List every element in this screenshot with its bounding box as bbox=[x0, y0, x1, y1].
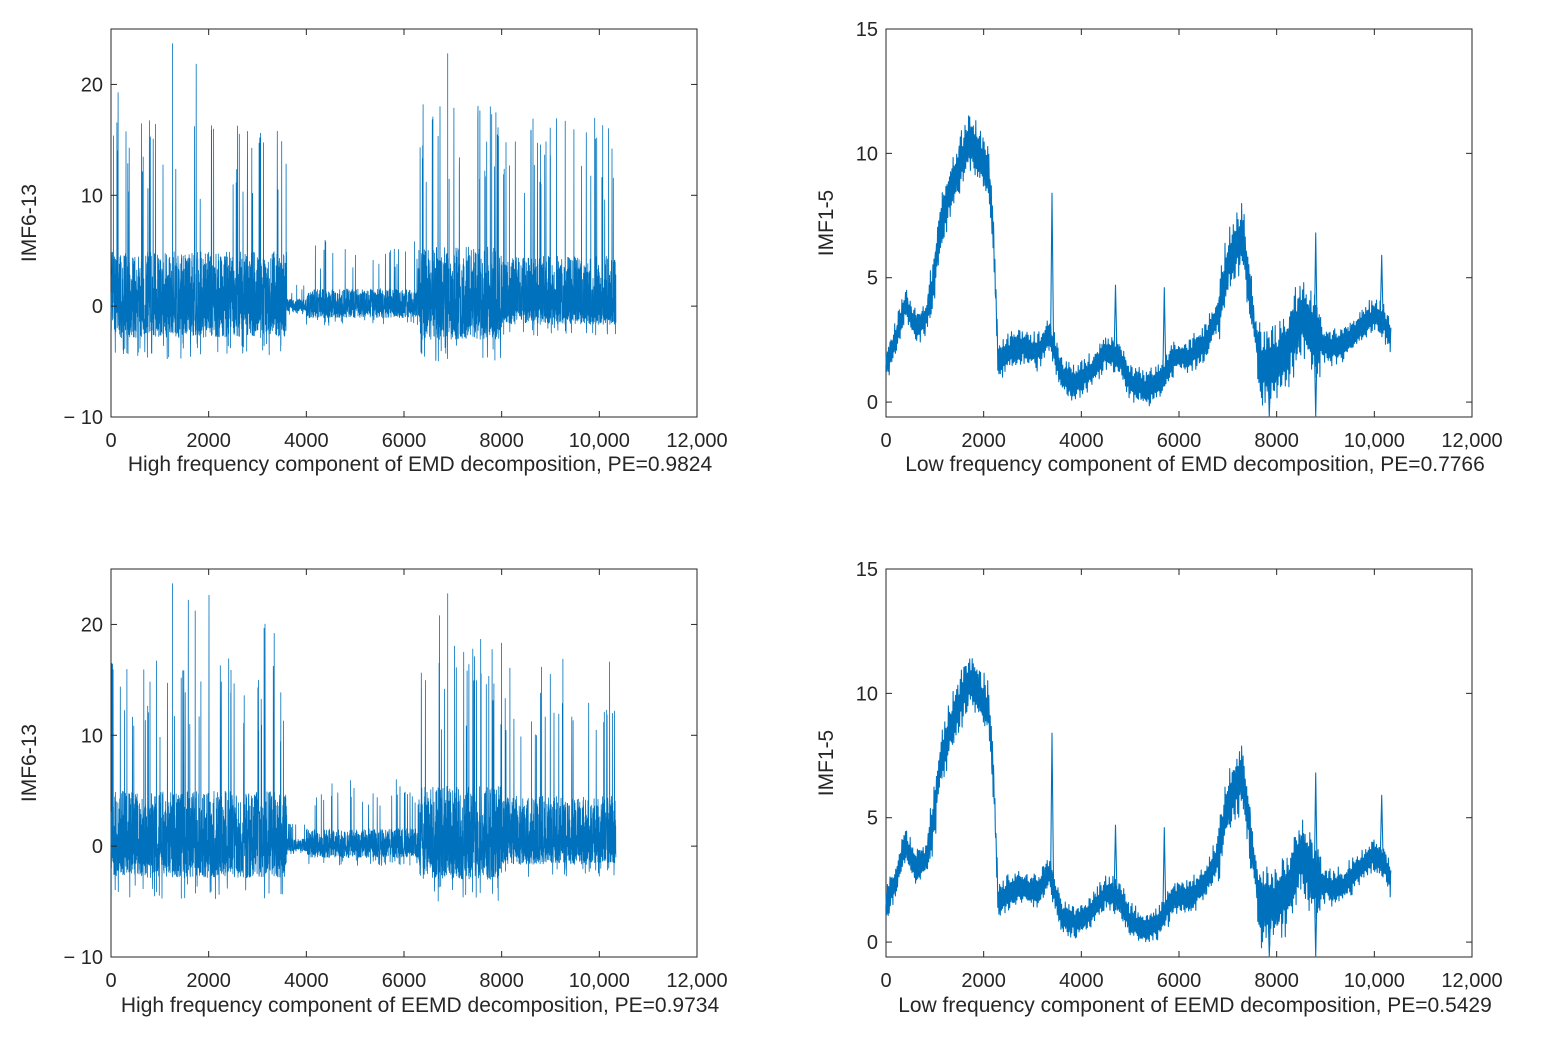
x-tick-label: 12,000 bbox=[1441, 970, 1502, 992]
x-tick-label: 10,000 bbox=[569, 970, 630, 992]
x-tick-label: 8000 bbox=[479, 430, 524, 452]
x-tick-label: 10,000 bbox=[1344, 970, 1405, 992]
x-tick-label: 2000 bbox=[186, 430, 231, 452]
x-tick-label: 8000 bbox=[1254, 970, 1299, 992]
panel-low-freq-emd: 0 2000 4000 6000 8000 10,000 12,000 0 5 10 15 IMF1-… bbox=[815, 19, 1503, 476]
series-line-imf1-5 bbox=[885, 115, 1392, 418]
y-tick-label: 15 bbox=[856, 19, 878, 41]
x-tick-label: 2000 bbox=[186, 970, 231, 992]
y-tick-label: 10 bbox=[81, 725, 103, 747]
y-axis-label: IMF1-5 bbox=[815, 730, 838, 797]
y-tick-label: 20 bbox=[81, 74, 103, 96]
x-axis-label: High frequency component of EMD decompos… bbox=[128, 453, 713, 476]
panel-high-freq-emd: 0 2000 4000 6000 8000 10,000 12,000− 1001020IM… bbox=[18, 28, 728, 476]
y-tick-label: 0 bbox=[867, 392, 878, 414]
y-tick-label: 5 bbox=[867, 268, 878, 290]
x-tick-label: 10,000 bbox=[1344, 430, 1405, 452]
x-tick-label: 6000 bbox=[1157, 430, 1202, 452]
y-tick-label: 10 bbox=[856, 683, 878, 705]
x-tick-label: 8000 bbox=[479, 970, 524, 992]
x-tick-label: 0 bbox=[105, 970, 116, 992]
y-tick-label: 0 bbox=[92, 836, 103, 858]
x-tick-label: 4000 bbox=[284, 970, 329, 992]
y-axis-label: IMF6-13 bbox=[18, 724, 41, 802]
x-tick-label: 4000 bbox=[1059, 430, 1104, 452]
y-tick-label: − 10 bbox=[64, 407, 103, 429]
y-tick-label: − 10 bbox=[64, 947, 103, 969]
x-tick-label: 12,000 bbox=[666, 430, 727, 452]
x-tick-label: 6000 bbox=[1157, 970, 1202, 992]
y-tick-label: 15 bbox=[856, 559, 878, 581]
x-tick-label: 10,000 bbox=[569, 430, 630, 452]
x-tick-label: 8000 bbox=[1254, 430, 1299, 452]
x-tick-label: 0 bbox=[880, 430, 891, 452]
x-axis-label: Low frequency component of EMD decomposi… bbox=[905, 453, 1485, 476]
x-tick-label: 2000 bbox=[961, 970, 1006, 992]
y-tick-label: 20 bbox=[81, 614, 103, 636]
y-axis-label: IMF6-13 bbox=[18, 184, 41, 262]
x-axis-label: Low frequency component of EEMD decompos… bbox=[898, 994, 1492, 1017]
series-line-imf1-5 bbox=[885, 658, 1392, 958]
x-tick-label: 4000 bbox=[1059, 970, 1104, 992]
x-tick-label: 12,000 bbox=[1441, 430, 1502, 452]
x-tick-label: 0 bbox=[105, 430, 116, 452]
x-tick-label: 0 bbox=[880, 970, 891, 992]
panel-high-freq-eemd: 0 2000 4000 6000 8000 10,000 12,000− 1001020IM… bbox=[18, 568, 728, 1017]
y-tick-label: 0 bbox=[867, 932, 878, 954]
y-tick-label: 10 bbox=[856, 143, 878, 165]
y-tick-label: 5 bbox=[867, 808, 878, 830]
panel-low-freq-eemd: 0 2000 4000 6000 8000 10,000 12,000 0 5 10 15 IMF1-… bbox=[815, 559, 1503, 1017]
x-tick-label: 2000 bbox=[961, 430, 1006, 452]
x-tick-label: 6000 bbox=[382, 970, 427, 992]
x-tick-label: 6000 bbox=[382, 430, 427, 452]
y-axis-label: IMF1-5 bbox=[815, 190, 838, 257]
series-line-imf6-13 bbox=[110, 583, 617, 902]
plot-frame bbox=[110, 28, 698, 418]
y-tick-label: 0 bbox=[92, 296, 103, 318]
x-tick-label: 12,000 bbox=[666, 970, 727, 992]
x-axis-label: High frequency component of EEMD decompo… bbox=[121, 994, 720, 1017]
y-tick-label: 10 bbox=[81, 185, 103, 207]
x-tick-label: 4000 bbox=[284, 430, 329, 452]
series-line-imf6-13 bbox=[110, 43, 617, 362]
